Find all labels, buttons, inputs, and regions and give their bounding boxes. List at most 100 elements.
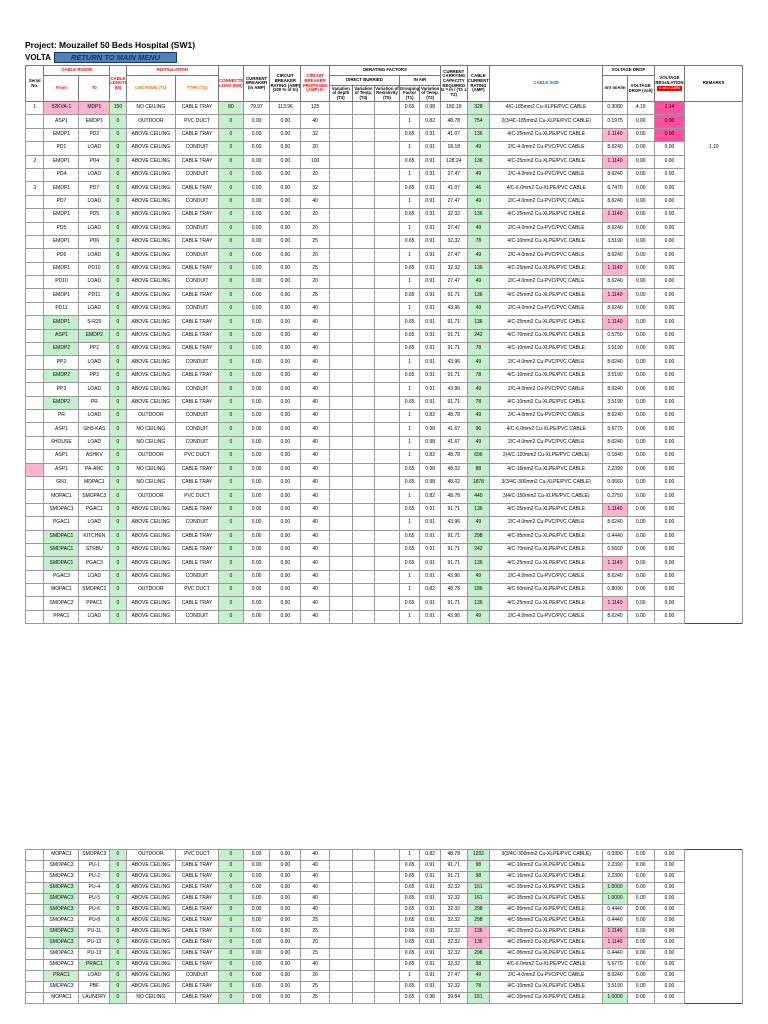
return-to-main-menu-button[interactable]: RETURN TO MAIN MENU bbox=[53, 51, 177, 63]
cell-sn bbox=[24, 516, 45, 531]
cell-cbr: 0.00 bbox=[269, 489, 302, 504]
cell-vd: 4.19 bbox=[626, 100, 655, 116]
cell-size: 4/C-95mm2 Cu-XLPE/PVC CABLE bbox=[489, 904, 604, 917]
cell-in: 0.00 bbox=[242, 368, 271, 384]
table-row: PD11 LOAD 0 ABOVE CEILING CONDUIT 0 0.00 0.00 40… bbox=[24, 301, 743, 317]
cell-size: 4/C-185mm2 Cu-XLPE/PVC CABLE bbox=[489, 100, 604, 116]
cell-cbr: 0.00 bbox=[269, 234, 302, 250]
cell-sn bbox=[24, 234, 45, 250]
cell-iz: 32.32 bbox=[439, 959, 468, 972]
cell-t4 bbox=[351, 208, 376, 223]
cell-t3 bbox=[328, 981, 353, 994]
cell-type: CONDUIT bbox=[174, 221, 220, 236]
cell-grp: 1 bbox=[398, 194, 421, 210]
table-row: SMOPAC3 PU-1 0 ABOVE CEILING CABLE TRAY 0 0.00… bbox=[24, 860, 743, 873]
cell-rating: 136 bbox=[466, 596, 491, 611]
cell-mv: 8.6240 bbox=[602, 275, 628, 290]
cell-sn bbox=[24, 860, 45, 873]
col-header-from: From bbox=[43, 75, 80, 102]
cell-rem bbox=[684, 342, 743, 356]
cell-rating: 328 bbox=[466, 100, 491, 116]
cell-type: CABLE TRAY bbox=[174, 328, 220, 344]
cell-t4 bbox=[351, 893, 376, 906]
cell-t3 bbox=[329, 342, 353, 357]
cell-load: 0 bbox=[218, 422, 244, 437]
cell-in: 0.00 bbox=[242, 904, 271, 917]
cell-vr: 0.00 bbox=[653, 355, 686, 370]
cell-in: 0.00 bbox=[242, 194, 271, 210]
cable-schedule-table: Serial No. CABLE ROUTE CABLE LENGTH (M) … bbox=[24, 65, 743, 625]
cell-cbr: 0.00 bbox=[269, 849, 302, 862]
cell-size: 4/C-95mm2 Cu-XLPE/PVC CABLE bbox=[489, 915, 604, 928]
cell-sn bbox=[24, 342, 45, 357]
table-row: SMOPAC3 PU-4 0 ABOVE CEILING CABLE TRAY 0 0.00… bbox=[24, 882, 743, 895]
cell-rating: 46 bbox=[466, 181, 491, 196]
cell-size: 4/C-25mm2 Cu-XLPE/PVC CABLE bbox=[489, 926, 604, 939]
cell-cbr: 0.00 bbox=[269, 569, 302, 585]
cell-cbp: 40 bbox=[300, 542, 330, 558]
cell-t3 bbox=[329, 114, 353, 129]
cell-cbr: 0.00 bbox=[269, 408, 302, 424]
cell-iz: 27.47 bbox=[439, 275, 468, 290]
cell-cbp: 40 bbox=[300, 422, 330, 437]
cell-len: 0 bbox=[109, 422, 127, 437]
cell-loc: NO CEILING bbox=[125, 100, 176, 116]
cell-len: 0 bbox=[109, 395, 127, 410]
cell-mv: 8.6240 bbox=[602, 301, 628, 317]
cell-len: 0 bbox=[109, 596, 127, 611]
cell-grp: 1 bbox=[398, 382, 421, 397]
cell-t5 bbox=[374, 275, 400, 290]
cell-vd: 0.00 bbox=[626, 368, 655, 384]
cell-in: 0.00 bbox=[242, 569, 271, 585]
cell-iz: 32.32 bbox=[439, 893, 468, 906]
cell-rating: 96 bbox=[466, 422, 491, 437]
cell-rem bbox=[684, 503, 743, 517]
cell-sn bbox=[24, 529, 45, 544]
cell-rem bbox=[684, 275, 743, 289]
cell-load: 0 bbox=[218, 926, 244, 939]
cell-iz: 27.47 bbox=[439, 970, 468, 983]
cell-from: PD11 bbox=[43, 301, 80, 317]
cell-t5 bbox=[374, 368, 400, 384]
cell-t2: 0.91 bbox=[419, 234, 441, 250]
cell-t3 bbox=[329, 315, 353, 330]
cell-cbr: 113.96 bbox=[269, 100, 302, 116]
cell-grp: 0.65 bbox=[398, 502, 421, 518]
cell-grp: 0.65 bbox=[398, 181, 421, 196]
cell-sn bbox=[24, 948, 45, 961]
cell-in: 0.00 bbox=[242, 970, 271, 983]
cell-t2: 0.91 bbox=[419, 937, 441, 950]
col-header-derating: DERATING FACTORS bbox=[329, 65, 441, 76]
cell-t2: 0.91 bbox=[419, 368, 441, 384]
table-row: ASP1 GH3-KAS 0 NO CEILING CONDUIT 0 0.00 0.00 40… bbox=[24, 422, 743, 437]
cell-in: 0.00 bbox=[242, 395, 271, 410]
cell-rating: 49 bbox=[466, 355, 491, 370]
cell-vr: 0.00 bbox=[653, 328, 686, 344]
cell-cbp: 40 bbox=[300, 435, 330, 451]
cell-rating: 242 bbox=[466, 328, 491, 344]
table-row: EMDP1 S-R20 0 ABOVE CEILING CABLE TRAY 0 0.00 0… bbox=[24, 315, 743, 330]
cell-in: 0.00 bbox=[242, 583, 271, 598]
cell-mv: 8.6240 bbox=[602, 970, 628, 983]
cell-cbp: 32 bbox=[300, 181, 330, 196]
cell-rating: 49 bbox=[466, 167, 491, 183]
cell-to: EMDP2 bbox=[78, 328, 111, 344]
cell-cbr: 0.00 bbox=[269, 860, 302, 873]
table-row: 1 52KVA-1 MDP1 150 NO CEILING CABLE TRAY 80 79.… bbox=[24, 100, 743, 116]
cell-t2: 0.91 bbox=[419, 167, 441, 183]
cell-mv: 3.5190 bbox=[602, 234, 628, 250]
cell-cbr: 0.00 bbox=[269, 395, 302, 410]
cell-load: 0 bbox=[218, 288, 244, 303]
cell-vd: 0.00 bbox=[626, 181, 655, 196]
cell-t2: 0.91 bbox=[419, 208, 441, 223]
cell-rem bbox=[684, 195, 743, 209]
cell-in: 0.00 bbox=[242, 435, 271, 451]
cell-mv: 0.3080 bbox=[602, 100, 628, 116]
cell-type: CABLE TRAY bbox=[174, 871, 220, 884]
cell-t5 bbox=[374, 221, 400, 236]
cell-len: 0 bbox=[109, 462, 127, 477]
cell-grp: 0.65 bbox=[398, 893, 421, 906]
cell-sn bbox=[24, 261, 45, 277]
cell-cbp: 40 bbox=[300, 904, 330, 917]
cell-from: SMOPAC3 bbox=[43, 959, 80, 972]
